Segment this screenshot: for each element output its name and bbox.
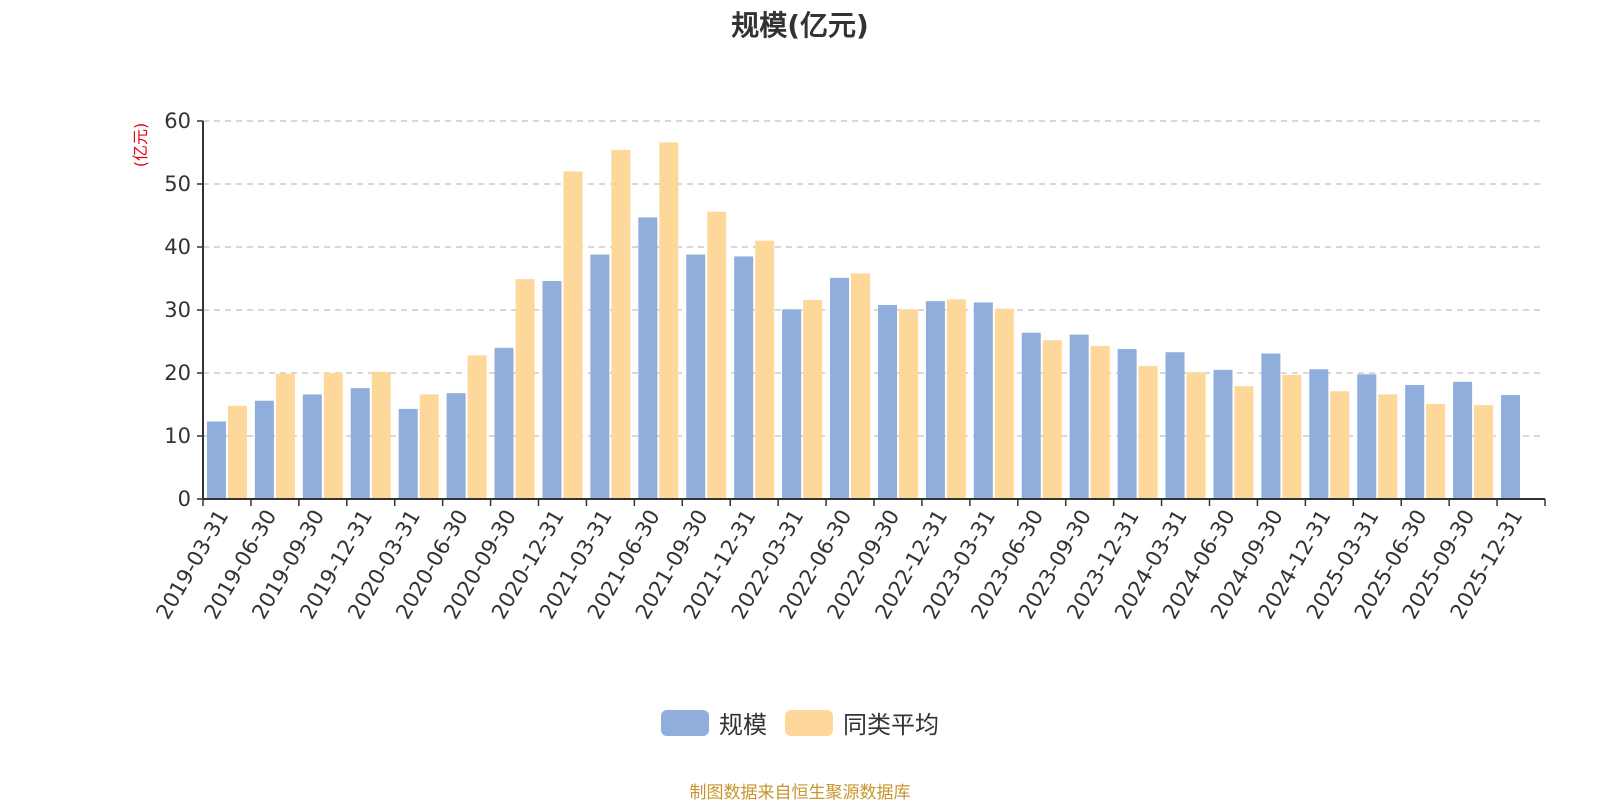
y-tick-label: 40 (164, 235, 191, 259)
bar-peer-average[interactable] (994, 308, 1014, 499)
bar-peer-average[interactable] (1138, 366, 1158, 499)
bar-peer-average[interactable] (419, 394, 439, 499)
chart-title: 规模(亿元) (731, 9, 869, 42)
bar-peer-average[interactable] (371, 371, 391, 499)
bar-peer-average[interactable] (1234, 386, 1254, 499)
bar-scale[interactable] (782, 309, 802, 499)
bar-peer-average[interactable] (1378, 394, 1398, 499)
bar-scale[interactable] (1405, 384, 1425, 499)
bar-peer-average[interactable] (323, 373, 343, 499)
bar-scale[interactable] (1021, 332, 1041, 499)
bar-scale[interactable] (925, 301, 945, 499)
bar-peer-average[interactable] (227, 405, 247, 499)
y-tick-label: 0 (178, 487, 191, 511)
bar-peer-average[interactable] (1426, 403, 1446, 499)
bar-peer-average[interactable] (563, 171, 583, 499)
bar-scale[interactable] (830, 277, 850, 499)
legend-item-peer-average[interactable]: 同类平均 (785, 705, 939, 740)
bar-peer-average[interactable] (898, 309, 918, 499)
y-tick-label: 10 (164, 424, 191, 448)
bar-scale[interactable] (686, 254, 706, 499)
bar-scale[interactable] (590, 254, 610, 499)
bar-scale[interactable] (1309, 369, 1329, 499)
bar-peer-average[interactable] (659, 142, 679, 500)
bar-scale[interactable] (1165, 352, 1185, 499)
bar-scale[interactable] (494, 347, 514, 499)
bar-scale[interactable] (542, 281, 562, 499)
bar-peer-average[interactable] (803, 299, 823, 499)
bar-peer-average[interactable] (1042, 340, 1062, 499)
legend-label-peer-average: 同类平均 (843, 711, 939, 739)
bar-peer-average[interactable] (1330, 391, 1350, 499)
legend-swatch-peer-average (785, 709, 833, 736)
bar-scale[interactable] (973, 302, 993, 499)
bar-scale[interactable] (446, 393, 466, 499)
bar-scale[interactable] (254, 400, 274, 499)
legend: 规模 同类平均 (0, 705, 1600, 740)
source-note: 制图数据来自恒生聚源数据库 (689, 783, 911, 803)
grid-lines (203, 120, 1545, 437)
bar-scale[interactable] (350, 388, 370, 499)
bar-scale[interactable] (638, 217, 658, 499)
bar-scale[interactable] (1501, 395, 1521, 499)
bar-scale[interactable] (1453, 381, 1473, 499)
y-tick-label: 50 (164, 172, 191, 196)
bar-peer-average[interactable] (515, 279, 535, 499)
y-tick-label: 30 (164, 298, 191, 322)
bar-peer-average[interactable] (1090, 345, 1110, 499)
axes (197, 120, 1546, 506)
bar-peer-average[interactable] (1474, 405, 1494, 499)
bar-scale[interactable] (1213, 369, 1233, 499)
bar-scale[interactable] (302, 394, 322, 499)
bar-peer-average[interactable] (707, 211, 727, 499)
bar-scale[interactable] (734, 256, 754, 499)
legend-item-scale[interactable]: 规模 (661, 705, 767, 740)
bar-peer-average[interactable] (275, 373, 295, 499)
bar-peer-average[interactable] (755, 240, 775, 499)
bar-peer-average[interactable] (611, 149, 631, 500)
bars (206, 142, 1521, 500)
bar-scale[interactable] (1261, 353, 1281, 499)
y-axis-unit-label: (亿元) (131, 123, 150, 168)
y-tick-label: 20 (164, 361, 191, 385)
bar-peer-average[interactable] (946, 299, 966, 499)
bar-scale[interactable] (206, 421, 226, 499)
bar-peer-average[interactable] (851, 273, 871, 499)
legend-swatch-scale (661, 709, 709, 736)
bar-peer-average[interactable] (1186, 372, 1206, 499)
bar-peer-average[interactable] (1282, 374, 1302, 499)
bar-peer-average[interactable] (467, 355, 487, 499)
bar-scale[interactable] (877, 304, 897, 499)
bar-scale[interactable] (1069, 334, 1089, 499)
bar-scale[interactable] (1117, 349, 1137, 499)
bar-scale[interactable] (1357, 374, 1377, 499)
y-tick-label: 60 (164, 109, 191, 133)
legend-label-scale: 规模 (719, 711, 767, 739)
bar-scale[interactable] (398, 408, 418, 499)
